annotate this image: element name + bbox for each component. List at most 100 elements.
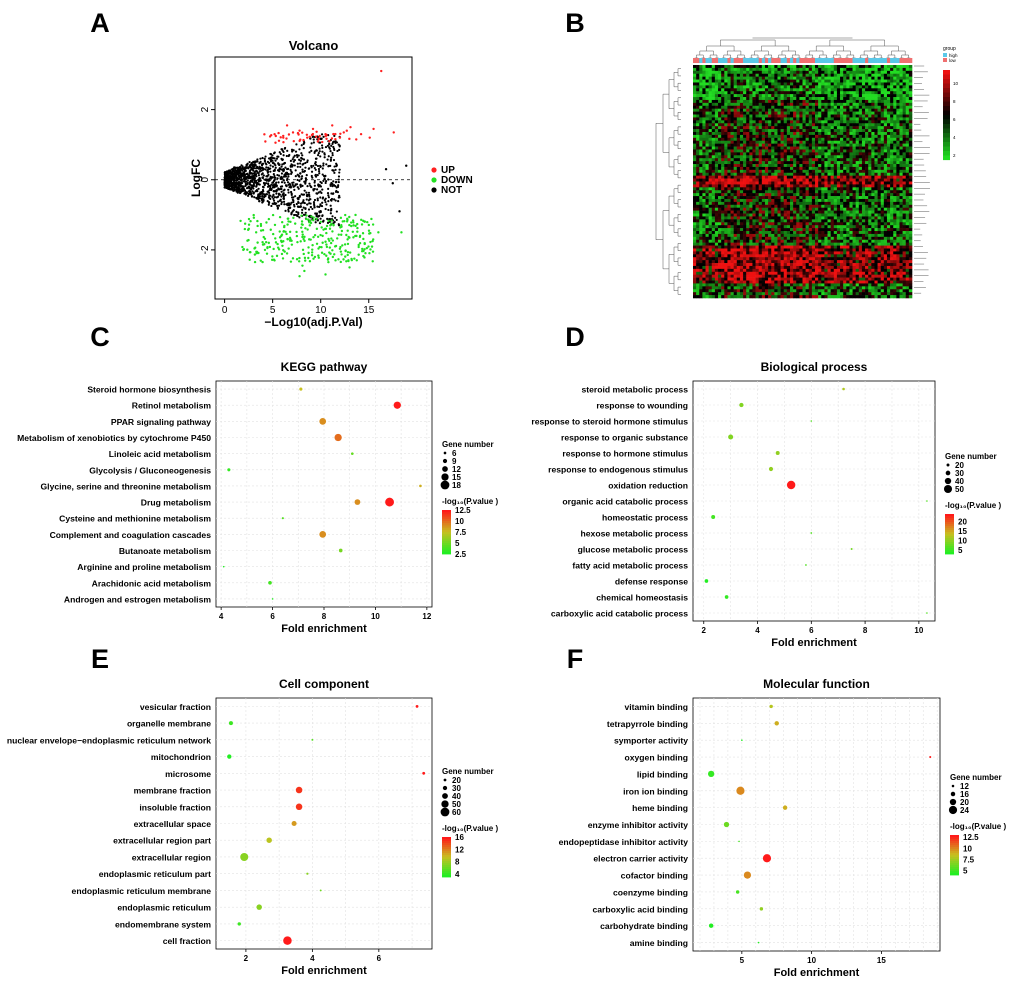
heatmap-cell <box>730 152 734 156</box>
heatmap-cell <box>696 166 700 171</box>
heatmap-cell <box>718 181 722 185</box>
heatmap-cell <box>761 149 766 153</box>
heatmap-cell <box>883 105 888 109</box>
heatmap-cell <box>699 85 703 89</box>
heatmap-cell <box>821 158 825 162</box>
down-point <box>308 224 311 227</box>
not-point <box>294 169 297 172</box>
not-point <box>331 185 334 188</box>
heatmap-cell <box>858 105 863 109</box>
heatmap-cell <box>793 85 797 89</box>
up-point <box>277 139 281 142</box>
heatmap-cell <box>886 146 891 150</box>
heatmap-cell <box>749 126 753 130</box>
heatmap-cell <box>799 85 803 89</box>
heatmap-cell <box>724 67 728 72</box>
heatmap-cell <box>693 65 697 69</box>
heatmap-cell <box>902 131 907 136</box>
not-point <box>316 173 319 177</box>
heatmap-cell <box>899 129 903 133</box>
heatmap-cell <box>789 88 794 92</box>
heatmap-cell <box>871 73 875 77</box>
heatmap-cell <box>802 97 806 101</box>
heatmap-cell <box>843 178 847 182</box>
not-point <box>324 174 327 178</box>
up-point <box>325 133 328 137</box>
heatmap-cell <box>836 158 841 162</box>
heatmap-cell <box>771 111 775 115</box>
heatmap-cell <box>736 178 741 182</box>
heatmap-cell <box>768 181 772 185</box>
group-bar-cell <box>886 58 891 63</box>
heatmap-cell <box>849 161 853 165</box>
heatmap-cell <box>721 82 725 86</box>
heatmap-cell <box>724 97 728 101</box>
heatmap-cell <box>805 126 810 130</box>
heatmap-cell <box>764 105 769 109</box>
heatmap-cell <box>783 164 788 168</box>
heatmap-cell <box>777 137 781 142</box>
heatmap-cell <box>696 172 700 176</box>
heatmap-cell <box>711 146 716 150</box>
heatmap-cell <box>746 181 750 185</box>
heatmap-cell <box>752 172 756 176</box>
heatmap-cell <box>793 137 797 142</box>
heatmap-cell <box>705 79 709 83</box>
heatmap-cell <box>786 172 791 176</box>
not-point <box>296 155 299 159</box>
heatmap-cell <box>796 134 800 139</box>
heatmap-cell <box>708 88 713 92</box>
not-point <box>275 181 278 184</box>
heatmap-cell <box>743 129 747 133</box>
heatmap-cell <box>902 88 907 92</box>
heatmap-cell <box>833 85 838 89</box>
heatmap-cell <box>705 129 709 133</box>
heatmap-cell <box>830 146 835 150</box>
heatmap-cell <box>880 76 885 80</box>
heatmap-cell <box>840 143 844 147</box>
heatmap-cell <box>849 111 853 115</box>
heatmap-cell <box>730 134 734 139</box>
heatmap-cell <box>764 111 769 115</box>
heatmap-cell <box>880 161 885 165</box>
heatmap-cell <box>721 117 725 121</box>
up-point <box>279 136 282 139</box>
not-point <box>333 171 336 174</box>
heatmap-cell <box>899 143 903 147</box>
heatmap-cell <box>893 155 897 159</box>
not-point <box>334 181 337 184</box>
heatmap-cell <box>789 178 794 182</box>
heatmap-cell <box>811 111 816 115</box>
heatmap-cell <box>721 181 725 185</box>
heatmap-cell <box>768 67 772 72</box>
heatmap-cell <box>721 88 725 92</box>
heatmap-cell <box>874 152 878 156</box>
heatmap-cell <box>724 140 728 144</box>
heatmap-cell <box>855 79 860 83</box>
heatmap-cell <box>724 114 728 118</box>
heatmap-cell <box>733 79 738 83</box>
heatmap-cell <box>774 181 778 185</box>
heatmap-cell <box>833 105 838 109</box>
heatmap-cell <box>708 161 713 165</box>
heatmap-cell <box>849 85 853 89</box>
heatmap-cell <box>858 94 863 98</box>
heatmap-cell <box>893 140 897 144</box>
heatmap-cell <box>793 143 797 147</box>
heatmap-cell <box>824 99 828 104</box>
heatmap-cell <box>883 79 888 83</box>
heatmap-cell <box>821 85 825 89</box>
heatmap-cell <box>893 120 897 124</box>
heatmap-cell <box>858 137 863 142</box>
heatmap-cell <box>827 120 831 124</box>
heatmap-cell <box>893 76 897 80</box>
heatmap-cell <box>777 123 781 127</box>
group-bar-cell <box>721 58 725 63</box>
heatmap-cell <box>724 175 728 179</box>
heatmap-cell <box>746 73 750 77</box>
heatmap-cell <box>896 76 900 80</box>
heatmap-cell <box>696 158 700 162</box>
heatmap-cell <box>858 73 863 77</box>
heatmap-cell <box>836 161 841 165</box>
heatmap-cell <box>718 88 722 92</box>
